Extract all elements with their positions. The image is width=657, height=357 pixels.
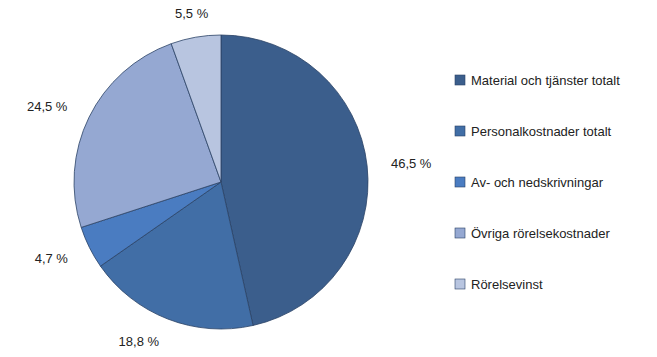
legend-item: Av- och nedskrivningar — [455, 175, 604, 190]
legend-item: Material och tjänster totalt — [455, 73, 620, 88]
legend-swatch — [455, 75, 465, 85]
data-label: 5,5 % — [175, 6, 209, 21]
legend-swatch — [455, 228, 465, 238]
legend-label: Av- och nedskrivningar — [471, 175, 604, 190]
chart: 46,5 % 18,8 % 4,7 % 24,5 % 5,5 % Material och… — [0, 0, 657, 357]
legend-label: Material och tjänster totalt — [471, 73, 620, 88]
pie-slice — [171, 35, 221, 182]
legend-swatch — [455, 126, 465, 136]
legend-item: Övriga rörelsekostnader — [455, 226, 610, 241]
legend-label: Rörelsevinst — [471, 277, 543, 292]
legend-swatch — [455, 177, 465, 187]
legend-item: Personalkostnader totalt — [455, 124, 612, 139]
data-label: 24,5 % — [27, 99, 68, 114]
legend-swatch — [455, 279, 465, 289]
legend-item: Rörelsevinst — [455, 277, 543, 292]
data-label: 18,8 % — [119, 334, 160, 349]
legend-label: Personalkostnader totalt — [471, 124, 612, 139]
pie: 46,5 % 18,8 % 4,7 % 24,5 % 5,5 % — [27, 6, 432, 349]
data-label: 4,7 % — [35, 251, 69, 266]
legend: Material och tjänster totalt Personalkost… — [455, 73, 620, 292]
legend-label: Övriga rörelsekostnader — [471, 226, 610, 241]
data-label: 46,5 % — [391, 156, 432, 171]
